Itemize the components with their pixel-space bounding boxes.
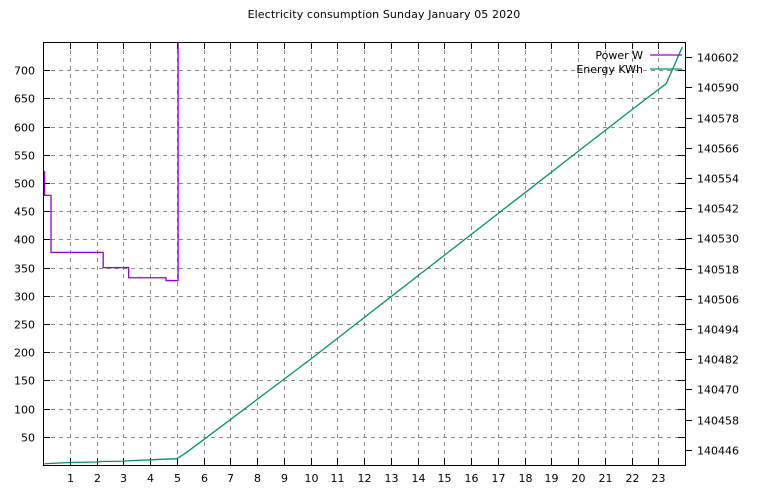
axis-ticks [43, 42, 692, 465]
series-line-energy-kwh [44, 46, 683, 465]
y-right-tick-label: 140602 [697, 52, 739, 65]
x-tick-label: 10 [305, 472, 319, 485]
y-left-tick-label: 300 [14, 291, 35, 304]
y-left-tick-label: 700 [14, 65, 35, 78]
y-left-tick-label: 50 [21, 432, 35, 445]
x-tick-label: 15 [438, 472, 452, 485]
x-tick-label: 5 [174, 472, 181, 485]
chart-title: Electricity consumption Sunday January 0… [247, 8, 521, 21]
x-tick-label: 8 [254, 472, 261, 485]
x-tick-label: 19 [545, 472, 559, 485]
y-right-tick-label: 140494 [697, 324, 739, 337]
y-right-tick-label: 140590 [697, 82, 739, 95]
x-tick-label: 23 [652, 472, 666, 485]
legend-label-energy-kwh: Energy KWh [576, 63, 643, 76]
legend-label-power-w: Power W [595, 49, 643, 62]
x-tick-label: 3 [120, 472, 127, 485]
y-left-tick-label: 450 [14, 206, 35, 219]
y-left-tick-label: 250 [14, 319, 35, 332]
x-tick-label: 1 [67, 472, 74, 485]
plot-border [42, 41, 687, 467]
y-right-tick-label: 140566 [697, 143, 739, 156]
y-right-tick-label: 140446 [697, 445, 739, 458]
series-line-power-w [43, 42, 179, 282]
data-series [43, 42, 683, 465]
y-right-tick-label: 140578 [697, 113, 739, 126]
y-right-tick-label: 140482 [697, 354, 739, 367]
x-tick-label: 21 [599, 472, 613, 485]
x-tick-label: 11 [331, 472, 345, 485]
x-tick-label: 14 [412, 472, 426, 485]
x-tick-label: 6 [201, 472, 208, 485]
x-tick-label: 9 [281, 472, 288, 485]
y-right-tick-label: 140542 [697, 203, 739, 216]
axis-tick-labels: 50 100 150 200 250 300 350 400 450 500 550 600 650 70… [14, 52, 739, 486]
x-tick-label: 2 [94, 472, 101, 485]
x-tick-label: 4 [147, 472, 154, 485]
x-tick-label: 18 [519, 472, 533, 485]
y-left-tick-label: 550 [14, 150, 35, 163]
y-right-tick-label: 140506 [697, 294, 739, 307]
x-tick-label: 20 [572, 472, 586, 485]
x-tick-label: 7 [227, 472, 234, 485]
x-tick-label: 12 [358, 472, 372, 485]
y-left-tick-label: 100 [14, 404, 35, 417]
y-left-tick-label: 400 [14, 234, 35, 247]
y-left-tick-label: 500 [14, 178, 35, 191]
y-right-tick-label: 140518 [697, 264, 739, 277]
x-tick-label: 17 [492, 472, 506, 485]
y-left-tick-label: 350 [14, 263, 35, 276]
x-tick-label: 22 [626, 472, 640, 485]
y-right-tick-label: 140554 [697, 173, 739, 186]
y-right-tick-label: 140470 [697, 384, 739, 397]
y-right-tick-label: 140458 [697, 415, 739, 428]
plot-frame [42, 41, 687, 467]
x-tick-label: 16 [465, 472, 479, 485]
y-left-tick-label: 600 [14, 122, 35, 135]
y-left-tick-label: 200 [14, 347, 35, 360]
x-tick-label: 13 [385, 472, 399, 485]
y-left-tick-label: 650 [14, 93, 35, 106]
y-right-tick-label: 140530 [697, 233, 739, 246]
grid-lines [43, 42, 685, 465]
y-left-tick-label: 150 [14, 375, 35, 388]
